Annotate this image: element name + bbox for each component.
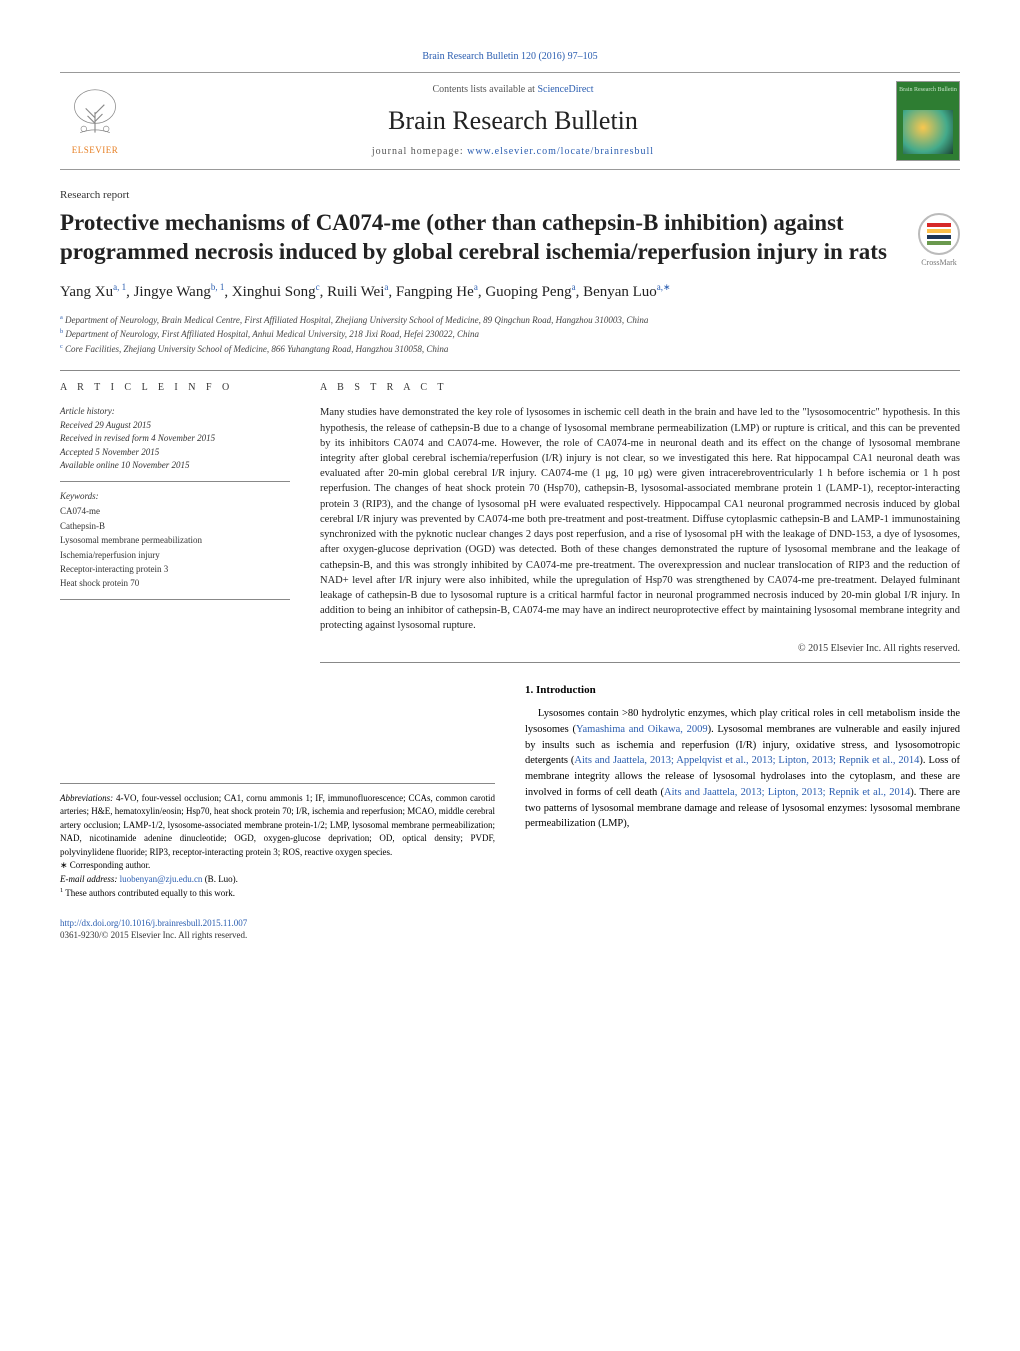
authors-line: Yang Xua, 1, Jingye Wangb, 1, Xinghui So… bbox=[60, 281, 960, 303]
crossmark-label: CrossMark bbox=[921, 257, 957, 268]
cover-thumb-label: Brain Research Bulletin bbox=[897, 86, 959, 94]
doi-link[interactable]: http://dx.doi.org/10.1016/j.brainresbull… bbox=[60, 918, 247, 928]
crossmark-icon bbox=[918, 213, 960, 255]
intro-paragraph: Lysosomes contain >80 hydrolytic enzymes… bbox=[525, 706, 960, 832]
article-type: Research report bbox=[60, 188, 960, 203]
citation-journal-link[interactable]: Brain Research Bulletin bbox=[422, 51, 518, 62]
homepage-link[interactable]: www.elsevier.com/locate/brainresbull bbox=[467, 146, 654, 157]
corresponding-author: ∗ Corresponding author. bbox=[60, 859, 495, 873]
citation-header: Brain Research Bulletin 120 (2016) 97–10… bbox=[60, 50, 960, 64]
email-link[interactable]: luobenyan@zju.edu.cn bbox=[120, 874, 203, 884]
article-history: Article history: Received 29 August 2015… bbox=[60, 405, 290, 482]
journal-title: Brain Research Bulletin bbox=[130, 103, 896, 139]
contents-line: Contents lists available at ScienceDirec… bbox=[130, 83, 896, 97]
elsevier-tree-icon bbox=[67, 86, 123, 142]
issn-copyright: 0361-9230/© 2015 Elsevier Inc. All right… bbox=[60, 930, 247, 940]
abstract-copyright: © 2015 Elsevier Inc. All rights reserved… bbox=[320, 642, 960, 663]
cover-thumb-image bbox=[903, 110, 953, 154]
journal-header-bar: ELSEVIER Contents lists available at Sci… bbox=[60, 72, 960, 170]
abstract-text: Many studies have demonstrated the key r… bbox=[320, 405, 960, 633]
sciencedirect-link[interactable]: ScienceDirect bbox=[537, 84, 593, 95]
history-label: Article history: bbox=[60, 405, 290, 419]
elsevier-logo[interactable]: ELSEVIER bbox=[60, 86, 130, 157]
doi-block: http://dx.doi.org/10.1016/j.brainresbull… bbox=[60, 917, 495, 942]
elsevier-wordmark: ELSEVIER bbox=[72, 144, 119, 157]
history-received: Received 29 August 2015 bbox=[60, 419, 290, 433]
homepage-line: journal homepage: www.elsevier.com/locat… bbox=[130, 145, 896, 159]
article-title: Protective mechanisms of CA074-me (other… bbox=[60, 209, 898, 267]
history-accepted: Accepted 5 November 2015 bbox=[60, 446, 290, 460]
keywords-list: CA074-meCathepsin-BLysosomal membrane pe… bbox=[60, 504, 290, 599]
history-revised: Received in revised form 4 November 2015 bbox=[60, 432, 290, 446]
article-info-label: a r t i c l e i n f o bbox=[60, 381, 290, 395]
email-line: E-mail address: luobenyan@zju.edu.cn (B.… bbox=[60, 873, 495, 887]
keywords-label: Keywords: bbox=[60, 490, 290, 503]
affiliations: a Department of Neurology, Brain Medical… bbox=[60, 313, 960, 357]
journal-cover-thumbnail[interactable]: Brain Research Bulletin bbox=[896, 81, 960, 161]
equal-contribution: 1 These authors contributed equally to t… bbox=[60, 886, 495, 901]
crossmark-badge[interactable]: CrossMark bbox=[918, 213, 960, 268]
intro-heading: 1. Introduction bbox=[525, 683, 960, 698]
footnotes: Abbreviations: 4-VO, four-vessel occlusi… bbox=[60, 783, 495, 901]
history-online: Available online 10 November 2015 bbox=[60, 459, 290, 473]
abstract-label: a b s t r a c t bbox=[320, 381, 960, 395]
abbreviations: Abbreviations: 4-VO, four-vessel occlusi… bbox=[60, 792, 495, 860]
